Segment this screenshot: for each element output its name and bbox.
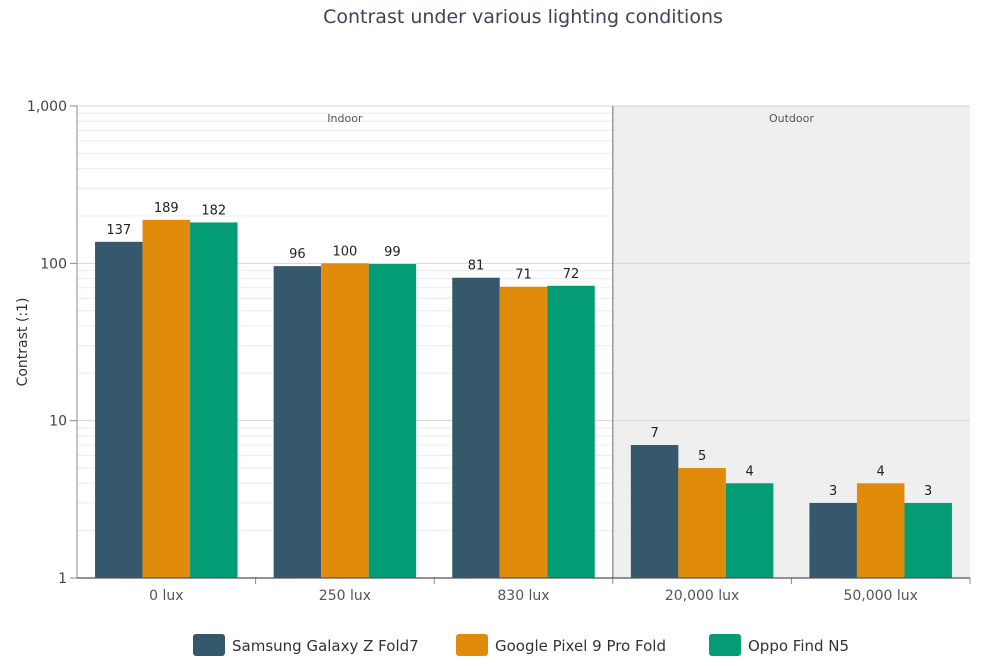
bar [273,266,322,578]
y-tick-label: 1 [58,571,67,587]
y-tick-label: 1,000 [27,99,67,115]
data-label: 4 [745,464,753,479]
bar [678,468,726,578]
y-tick-label: 10 [49,414,67,430]
y-axis-title: Contrast (:1) [15,298,31,387]
data-label: 5 [698,449,706,464]
bar [904,502,952,578]
data-label: 71 [515,268,532,283]
x-tick-label: 0 lux [149,588,183,604]
bar [368,264,417,578]
bar [630,445,679,578]
bar [190,222,238,578]
bar [142,219,191,578]
data-label: 96 [289,247,306,262]
data-label: 81 [468,259,485,274]
chart-title: Contrast under various lighting conditio… [323,6,723,28]
bar [725,483,774,578]
bar [547,285,595,578]
data-label: 189 [154,201,179,216]
legend-swatch [456,634,488,656]
legend-swatch [709,634,741,656]
bar [452,277,500,578]
legend-label: Oppo Find N5 [748,637,849,655]
data-label: 3 [924,484,932,499]
data-label: 72 [563,267,580,282]
data-label: 3 [829,484,837,499]
x-tick-label: 20,000 lux [665,588,739,604]
bar [95,241,143,578]
x-tick-label: 830 lux [497,588,549,604]
legend-label: Samsung Galaxy Z Fold7 [232,637,419,655]
data-label: 99 [384,245,401,260]
bar [499,286,548,578]
legend-swatch [193,634,225,656]
plot-area: 1 10 100 1,000 Indoor Outdoor 137 189 182 0 lux 96… [27,99,971,604]
legend-label: Google Pixel 9 Pro Fold [495,637,666,655]
x-tick-label: 50,000 lux [843,588,917,604]
data-label: 100 [332,244,357,259]
region-label-indoor: Indoor [327,112,363,125]
legend: Samsung Galaxy Z Fold7 Google Pixel 9 Pro… [193,634,849,656]
y-tick-label: 100 [40,256,67,272]
bar [856,483,905,578]
region-label-outdoor: Outdoor [769,112,814,125]
bar [321,263,369,578]
data-label: 182 [201,203,226,218]
bar [809,502,857,578]
data-label: 137 [106,223,131,238]
data-label: 4 [877,464,885,479]
data-label: 7 [650,426,658,441]
x-tick-label: 250 lux [319,588,371,604]
